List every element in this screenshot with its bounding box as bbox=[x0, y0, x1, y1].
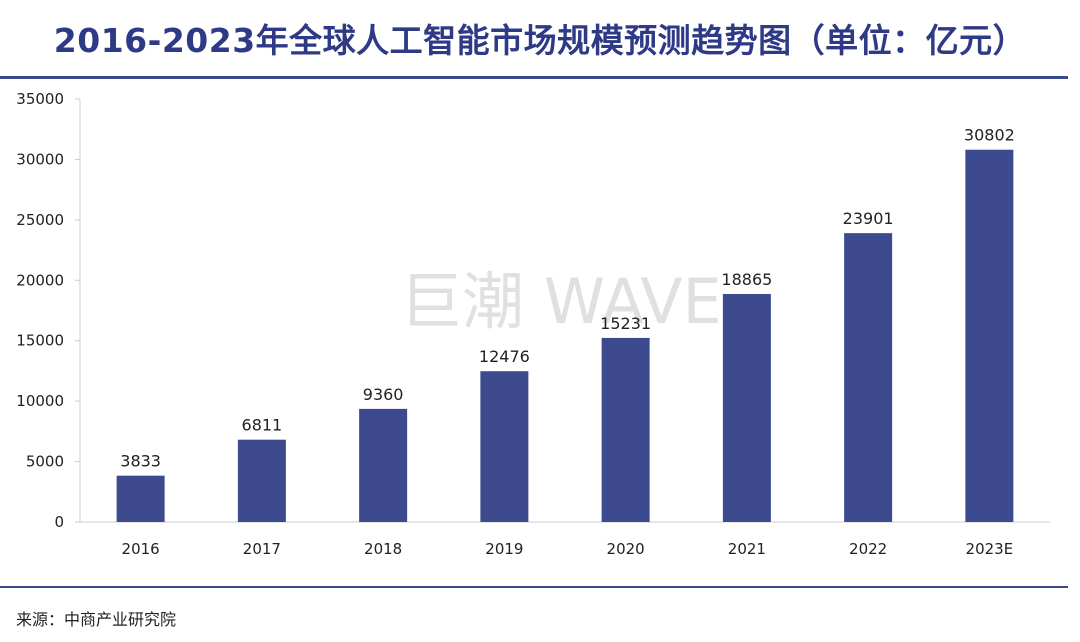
data-label-2022: 23901 bbox=[843, 209, 894, 228]
data-label-2019: 12476 bbox=[479, 347, 530, 366]
x-tick-label-2019: 2019 bbox=[485, 540, 523, 558]
bar-2022 bbox=[844, 233, 893, 522]
bar-2019 bbox=[480, 371, 529, 522]
title-divider bbox=[0, 76, 1068, 79]
data-label-2017: 6811 bbox=[242, 416, 283, 435]
bar-2018 bbox=[359, 408, 408, 522]
bar-2021 bbox=[722, 294, 771, 522]
chart-bars bbox=[116, 149, 1014, 522]
data-label-2023E: 30802 bbox=[964, 126, 1015, 145]
y-tick-label: 5000 bbox=[26, 453, 64, 471]
y-tick-label: 10000 bbox=[16, 392, 64, 410]
bar-2017 bbox=[237, 439, 286, 522]
y-tick-label: 35000 bbox=[16, 90, 64, 108]
watermark: 巨潮 WAVE bbox=[400, 265, 722, 338]
y-tick-label: 0 bbox=[54, 513, 64, 531]
data-label-2016: 3833 bbox=[120, 452, 161, 471]
x-tick-label-2018: 2018 bbox=[364, 540, 402, 558]
x-tick-label-2017: 2017 bbox=[243, 540, 281, 558]
x-tick-label-2020: 2020 bbox=[607, 540, 645, 558]
x-tick-label-2022: 2022 bbox=[849, 540, 887, 558]
chart-labels: 3833 2016 6811 2017 9360 2018 12476 2019 15231 20… bbox=[120, 126, 1015, 558]
x-tick-label-2023E: 2023E bbox=[966, 540, 1014, 558]
y-tick-label: 15000 bbox=[16, 332, 64, 350]
data-label-2020: 15231 bbox=[600, 314, 651, 333]
y-tick-label: 25000 bbox=[16, 211, 64, 229]
x-tick-label-2021: 2021 bbox=[728, 540, 766, 558]
data-label-2018: 9360 bbox=[363, 385, 404, 404]
footer-divider bbox=[0, 586, 1068, 588]
x-tick-label-2016: 2016 bbox=[122, 540, 160, 558]
y-tick-label: 20000 bbox=[16, 271, 64, 289]
bar-2020 bbox=[601, 337, 650, 522]
bar-2016 bbox=[116, 475, 165, 522]
source-note: 来源：中商产业研究院 bbox=[16, 610, 177, 629]
bar-2023E bbox=[965, 149, 1014, 522]
data-label-2021: 18865 bbox=[721, 270, 772, 289]
y-tick-label: 30000 bbox=[16, 150, 64, 168]
chart-title: 2016-2023年全球人工智能市场规模预测趋势图（单位：亿元） bbox=[53, 21, 1027, 60]
